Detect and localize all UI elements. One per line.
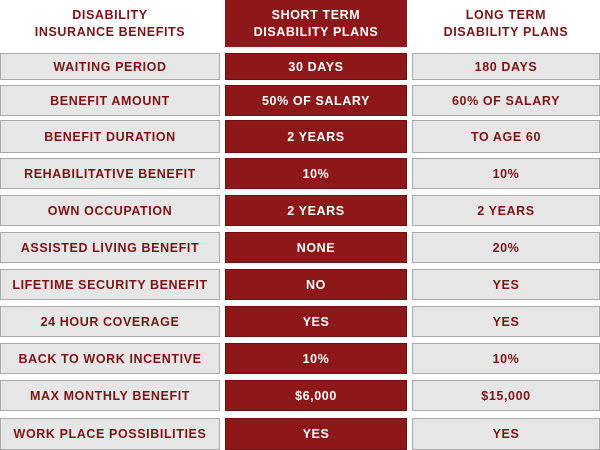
short-term-value: 10% — [225, 158, 407, 189]
short-term-value: YES — [225, 306, 407, 337]
row-label: WORK PLACE POSSIBILITIES — [0, 418, 220, 450]
long-term-value: TO AGE 60 — [412, 120, 600, 153]
row-label: REHABILITATIVE BENEFIT — [0, 158, 220, 189]
short-term-value: 30 DAYS — [225, 53, 407, 80]
long-term-value: YES — [412, 269, 600, 300]
header-benefits: DISABILITY INSURANCE BENEFITS — [34, 7, 186, 39]
long-term-value: 2 YEARS — [412, 195, 600, 226]
row-label: ASSISTED LIVING BENEFIT — [0, 232, 220, 263]
long-term-value: YES — [412, 306, 600, 337]
long-term-value: $15,000 — [412, 380, 600, 411]
long-term-value: 60% OF SALARY — [412, 85, 600, 116]
row-label: BACK TO WORK INCENTIVE — [0, 343, 220, 374]
short-term-value: YES — [225, 418, 407, 450]
row-label: MAX MONTHLY BENEFIT — [0, 380, 220, 411]
long-term-value: YES — [412, 418, 600, 450]
short-term-value: 50% OF SALARY — [225, 85, 407, 116]
long-term-value: 10% — [412, 158, 600, 189]
short-term-value: 2 YEARS — [225, 195, 407, 226]
short-term-value: 10% — [225, 343, 407, 374]
short-term-value: NO — [225, 269, 407, 300]
row-label: BENEFIT DURATION — [0, 120, 220, 153]
header-short-term: SHORT TERM DISABILITY PLANS — [225, 0, 407, 47]
row-label: LIFETIME SECURITY BENEFIT — [0, 269, 220, 300]
row-label: BENEFIT AMOUNT — [0, 85, 220, 116]
row-label: OWN OCCUPATION — [0, 195, 220, 226]
long-term-value: 20% — [412, 232, 600, 263]
long-term-value: 180 DAYS — [412, 53, 600, 80]
header-long-term: LONG TERM DISABILITY PLANS — [443, 7, 569, 39]
row-label: WAITING PERIOD — [0, 53, 220, 80]
short-term-value: $6,000 — [225, 380, 407, 411]
short-term-value: NONE — [225, 232, 407, 263]
long-term-value: 10% — [412, 343, 600, 374]
short-term-value: 2 YEARS — [225, 120, 407, 153]
row-label: 24 HOUR COVERAGE — [0, 306, 220, 337]
